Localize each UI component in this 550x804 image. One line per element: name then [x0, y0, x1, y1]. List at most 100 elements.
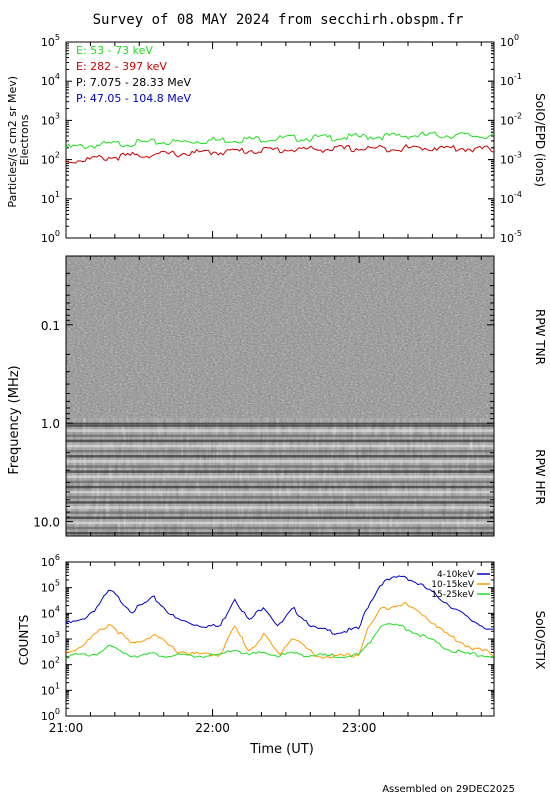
y-tick-label: 104	[41, 604, 60, 620]
hfr-band	[66, 439, 494, 443]
epd-ylabel-line1: Particles/(s cm2 sr Mev)	[6, 76, 19, 208]
y-tick-label-exponent: 4	[55, 72, 60, 81]
legend-entry: P: 7.075 - 28.33 MeV	[76, 76, 192, 89]
y-tick-label-base: 10	[41, 36, 55, 49]
hfr-band	[66, 511, 494, 514]
hfr-band	[66, 531, 494, 535]
hfr-band	[66, 480, 494, 484]
stix-legend-label: 4-10keV	[437, 570, 475, 580]
y-tick-label-base: 10	[41, 556, 55, 569]
legend-entry: E: 282 - 397 keV	[76, 60, 167, 73]
y2-tick-label: 10-3	[500, 151, 522, 167]
y-tick-label-base: 10	[41, 75, 55, 88]
y-tick-label: 102	[41, 656, 60, 672]
legend-entry: P: 47.05 - 104.8 MeV	[76, 92, 192, 105]
y2-tick-label-exponent: -5	[514, 229, 522, 238]
y-tick-label-exponent: 1	[55, 681, 60, 690]
stix-legend-label: 15-25keV	[431, 590, 475, 600]
hfr-band	[66, 424, 494, 427]
y-tick-label-base: 10	[41, 154, 55, 167]
hfr-band	[66, 475, 494, 479]
hfr-band	[66, 449, 494, 453]
rpw-hfr-label: RPW HFR	[533, 449, 547, 505]
y2-tick-label: 10-1	[500, 72, 522, 88]
figure-title: Survey of 08 MAY 2024 from secchirh.obsp…	[93, 12, 464, 28]
y-tick-label: 101	[41, 681, 60, 697]
y2-tick-label-exponent: -2	[514, 111, 522, 120]
hfr-band	[66, 490, 494, 494]
y-tick-label-base: 10	[41, 193, 55, 206]
hfr-band	[66, 526, 494, 530]
stix-ylabel: COUNTS	[17, 615, 31, 666]
y-tick-label-base: 10	[41, 659, 55, 672]
stix-right-label: SoIO/STIX	[533, 611, 547, 670]
y-tick-label: 104	[41, 72, 60, 88]
series-line-1	[66, 575, 494, 635]
footer-assembled: Assembled on 29DEC2025	[382, 784, 515, 795]
y2-tick-label: 10-2	[500, 111, 522, 127]
hfr-band	[66, 429, 494, 432]
y-tick-label-exponent: 4	[55, 604, 60, 613]
y2-tick-label-base: 10	[500, 75, 514, 88]
y-tick-label-base: 10	[41, 710, 55, 723]
x-tick-label: 22:00	[195, 721, 230, 735]
y2-tick-label: 100	[500, 33, 519, 49]
y-tick-label: 105	[41, 33, 60, 49]
freq-tick-label: 10.0	[33, 516, 60, 530]
hfr-band	[66, 465, 494, 468]
hfr-band	[66, 434, 494, 438]
hfr-band	[66, 470, 494, 473]
y-tick-label-base: 10	[41, 114, 55, 127]
series-line-3	[66, 623, 494, 659]
hfr-band	[66, 496, 494, 499]
x-tick-label: 23:00	[342, 721, 377, 735]
y-tick-label: 100	[41, 229, 60, 245]
y-tick-label: 103	[41, 630, 60, 646]
y-tick-label: 101	[41, 190, 60, 206]
hfr-band	[66, 455, 494, 458]
y2-tick-label-base: 10	[500, 36, 514, 49]
x-axis-label: Time (UT)	[249, 742, 314, 757]
y-tick-label-base: 10	[41, 582, 55, 595]
rpw-spectrogram	[66, 256, 494, 536]
y-tick-label-base: 10	[41, 232, 55, 245]
y2-tick-label: 10-4	[500, 190, 522, 206]
y-tick-label-exponent: 5	[55, 579, 60, 588]
rpw-tnr-label: RPW TNR	[533, 309, 547, 365]
hfr-band	[66, 501, 494, 504]
y-tick-label-exponent: 0	[55, 229, 60, 238]
freq-tick-label: 0.1	[41, 319, 60, 333]
y2-tick-label-exponent: 0	[514, 33, 519, 42]
hfr-band	[66, 516, 494, 520]
y2-tick-label-base: 10	[500, 154, 514, 167]
y-tick-label-exponent: 2	[55, 656, 60, 665]
series-line-2	[66, 602, 494, 659]
y2-tick-label-base: 10	[500, 193, 514, 206]
y-tick-label-base: 10	[41, 607, 55, 620]
hfr-band	[66, 521, 494, 525]
y-tick-label: 102	[41, 151, 60, 167]
y-tick-label: 105	[41, 579, 60, 595]
rpw-ylabel: Frequency (MHz)	[7, 365, 22, 474]
legend-entry: E: 53 - 73 keV	[76, 44, 153, 57]
y-tick-label: 103	[41, 111, 60, 127]
y-tick-label-exponent: 6	[55, 553, 60, 562]
tnr-noise	[66, 256, 494, 418]
y-tick-label-exponent: 3	[55, 111, 60, 120]
series-line-2	[66, 143, 494, 164]
y2-tick-label-exponent: -3	[514, 151, 522, 160]
y-tick-label-exponent: 1	[55, 190, 60, 199]
y-tick-label: 106	[41, 553, 60, 569]
x-tick-label: 21:00	[49, 721, 84, 735]
y2-tick-label-exponent: -1	[514, 72, 522, 81]
y-tick-label-exponent: 2	[55, 151, 60, 160]
y-tick-label-base: 10	[41, 633, 55, 646]
hfr-band	[66, 460, 494, 463]
y2-tick-label: 10-5	[500, 229, 522, 245]
y-tick-label: 100	[41, 707, 60, 723]
y-tick-label-base: 10	[41, 684, 55, 697]
y2-tick-label-exponent: -4	[514, 190, 522, 199]
epd-right-label: SoIO/EPD (ions)	[533, 93, 547, 187]
